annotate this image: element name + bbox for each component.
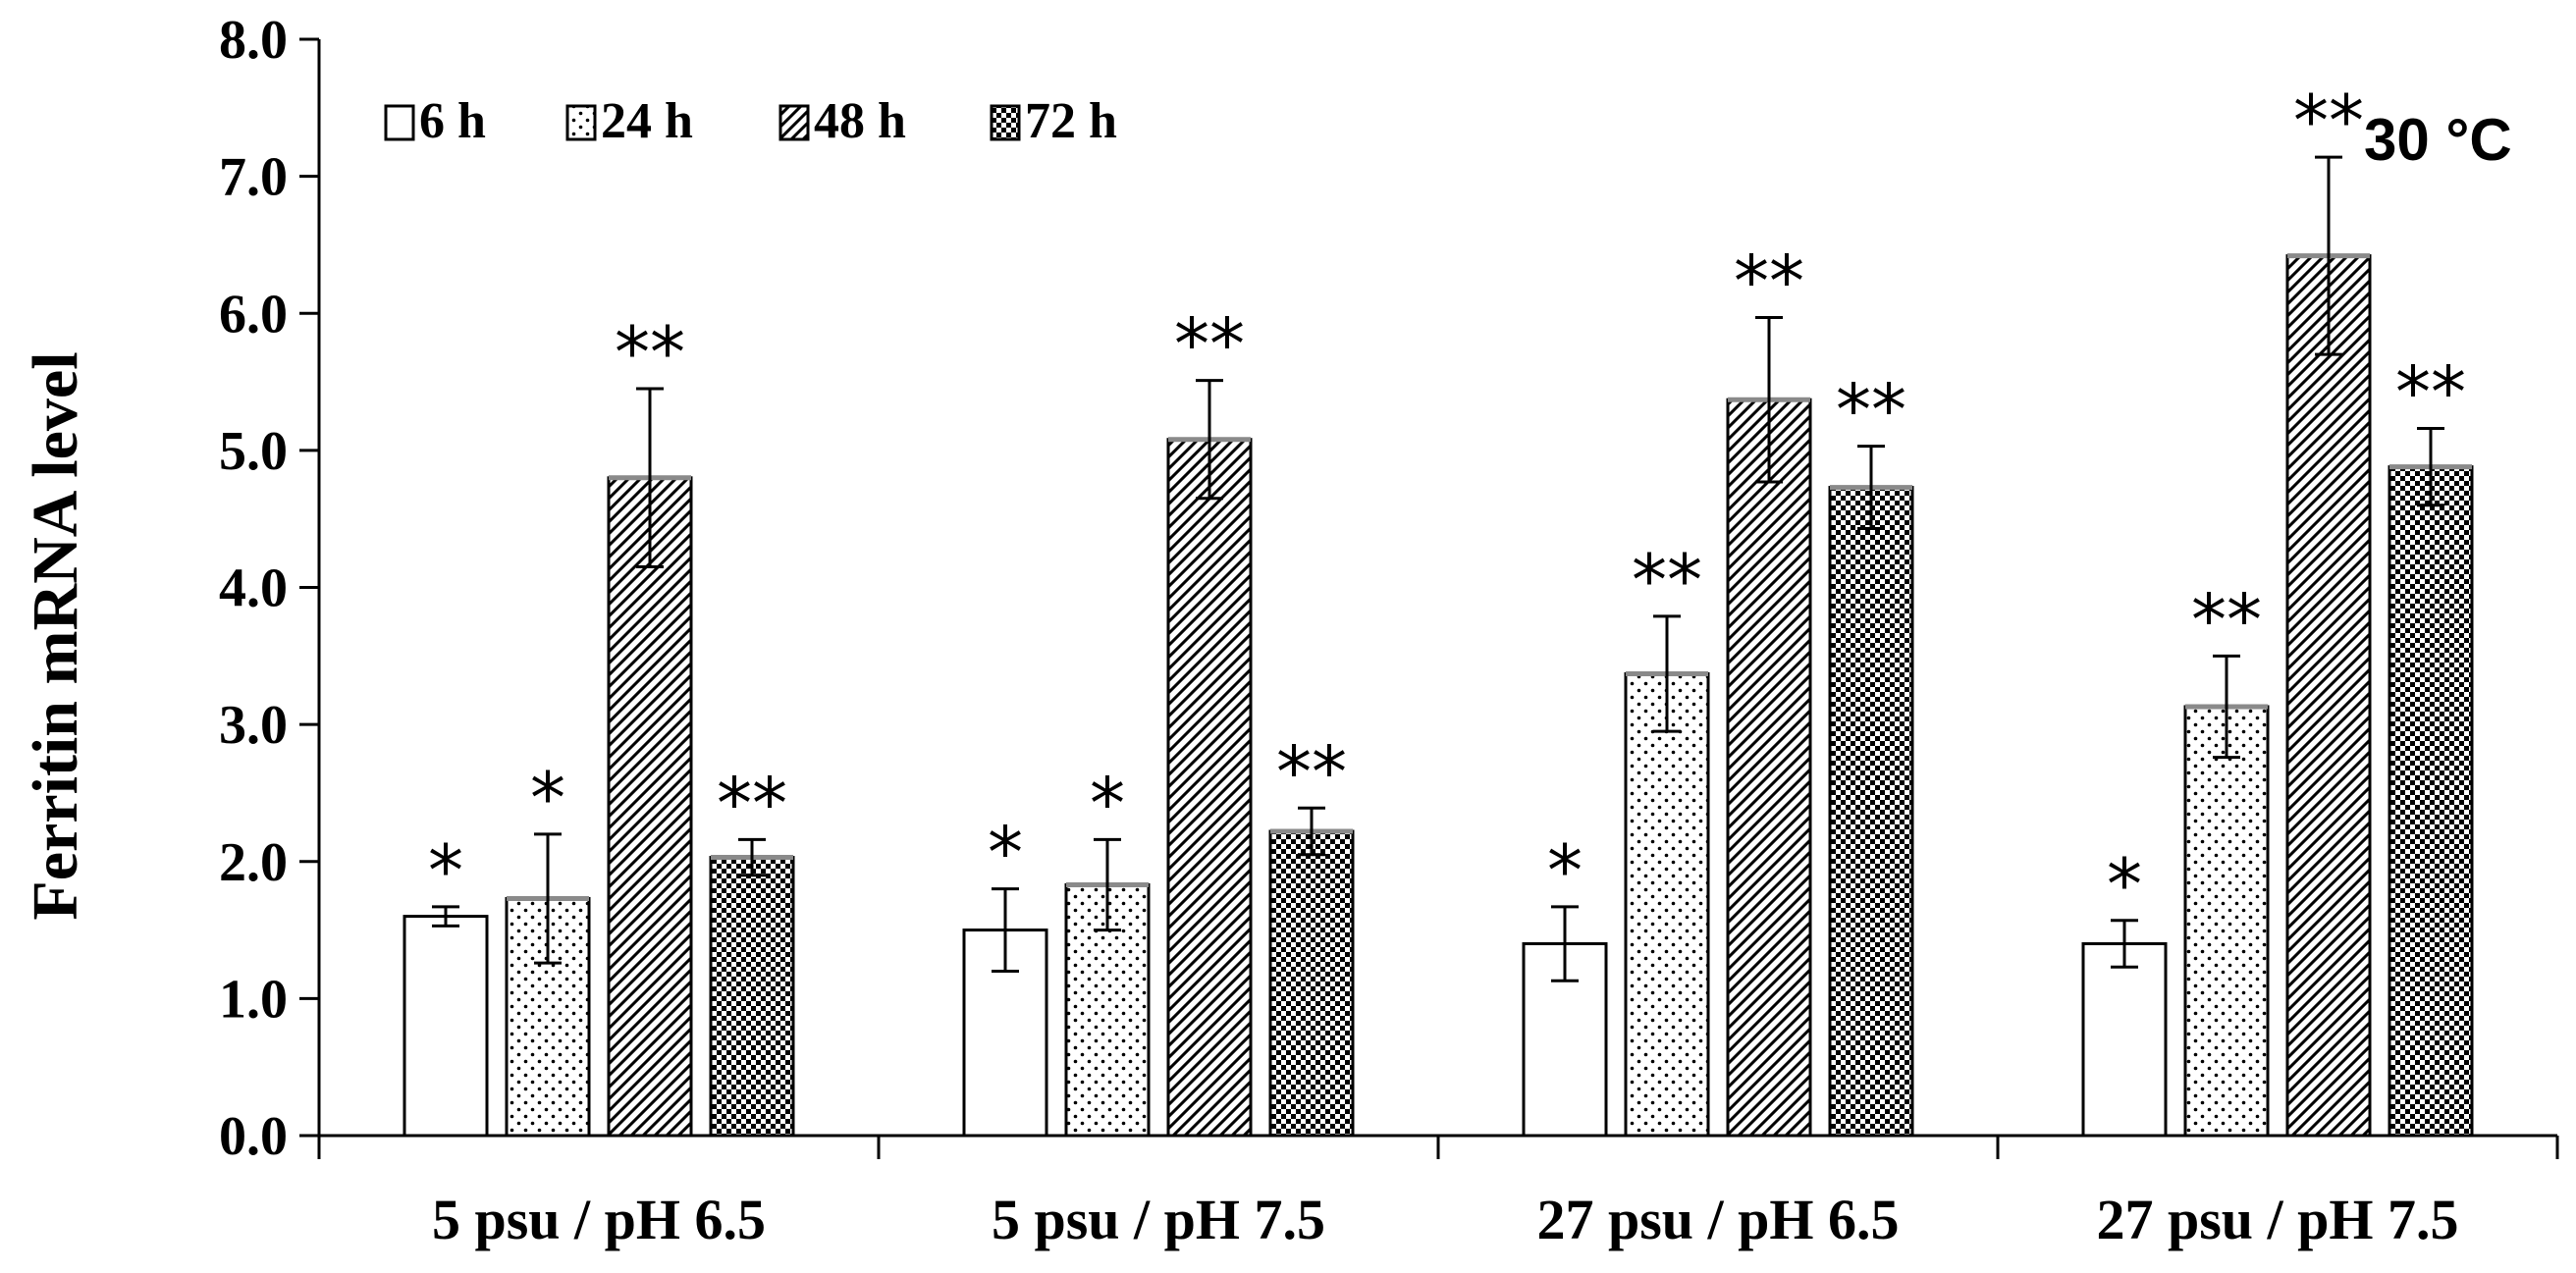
significance-label: ** xyxy=(1836,369,1906,451)
bar xyxy=(1268,829,1355,1138)
significance-label: ** xyxy=(1632,539,1702,621)
x-category-label: 27 psu / pH 6.5 xyxy=(1536,1188,1899,1251)
bar xyxy=(709,856,795,1138)
x-axis: 5 psu / pH 6.5 5 psu / pH 7.5 27 psu / pH … xyxy=(299,1134,2559,1251)
legend: 6 h 24 h 48 h 72 h xyxy=(384,93,1117,149)
significance-label: ** xyxy=(1174,303,1245,386)
y-tick-label: 0.0 xyxy=(219,1106,288,1167)
bar xyxy=(1726,398,1812,1138)
y-tick-label: 1.0 xyxy=(219,969,288,1030)
y-tick-label: 3.0 xyxy=(219,695,288,756)
y-axis-title: Ferritin mRNA level xyxy=(20,351,91,920)
y-tick-label: 7.0 xyxy=(219,147,288,208)
bar xyxy=(1166,438,1253,1138)
legend-swatch xyxy=(990,104,1021,141)
legend-label: 6 h xyxy=(419,93,486,149)
temperature-annotation: 30 °C xyxy=(2364,107,2512,173)
significance-label: ** xyxy=(2191,578,2262,661)
significance-label: * xyxy=(1090,762,1125,844)
significance-label: ** xyxy=(2395,351,2466,434)
legend-swatch xyxy=(565,104,597,141)
bar xyxy=(2183,705,2270,1138)
y-tick-label: 8.0 xyxy=(219,10,288,71)
y-tick-label: 5.0 xyxy=(219,421,288,482)
legend-label: 24 h xyxy=(601,93,693,149)
bar xyxy=(2081,942,2168,1138)
significance-label: * xyxy=(2107,843,2142,926)
y-axis: 0.0 1.0 2.0 3.0 4.0 5.0 6.0 7.0 8.0 xyxy=(219,10,321,1167)
y-tick-label: 2.0 xyxy=(219,832,288,893)
x-category-label: 27 psu / pH 7.5 xyxy=(2096,1188,2458,1251)
bar xyxy=(2285,254,2372,1138)
legend-label: 72 h xyxy=(1025,93,1117,149)
bar xyxy=(2388,465,2474,1138)
significance-label: * xyxy=(1547,829,1583,912)
significance-label: ** xyxy=(2293,80,2364,162)
x-category-label: 5 psu / pH 6.5 xyxy=(432,1188,766,1251)
x-category-label: 5 psu / pH 7.5 xyxy=(992,1188,1325,1251)
legend-label: 48 h xyxy=(814,93,906,149)
legend-swatch xyxy=(384,104,415,141)
y-tick-label: 6.0 xyxy=(219,284,288,345)
legend-swatch xyxy=(778,104,810,141)
bar xyxy=(1624,671,1710,1138)
bar xyxy=(607,476,693,1138)
significance-label: ** xyxy=(615,311,685,394)
bar xyxy=(1828,486,1914,1138)
significance-label: * xyxy=(428,829,463,912)
significance-label: ** xyxy=(1276,730,1347,813)
significance-label: ** xyxy=(717,762,787,844)
bar xyxy=(402,915,489,1138)
significance-label: * xyxy=(530,757,565,839)
y-tick-label: 4.0 xyxy=(219,558,288,619)
significance-label: ** xyxy=(1734,239,1804,322)
significance-label: * xyxy=(988,812,1023,894)
bar-series-group: ************************** xyxy=(402,80,2474,1138)
